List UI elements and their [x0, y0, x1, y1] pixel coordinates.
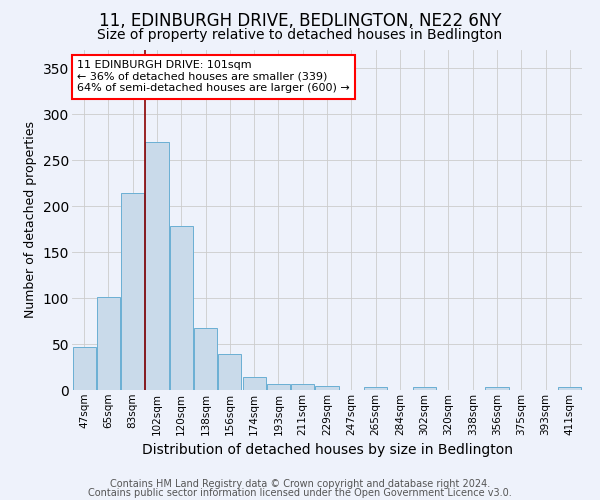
Bar	[413, 387, 436, 390]
Bar	[145, 142, 169, 390]
Bar	[364, 387, 387, 390]
Bar	[242, 377, 266, 390]
Bar	[194, 328, 217, 390]
Bar	[73, 347, 95, 390]
Bar	[559, 387, 581, 390]
Bar	[218, 354, 241, 390]
Y-axis label: Number of detached properties: Number of detached properties	[24, 122, 37, 318]
X-axis label: Distribution of detached houses by size in Bedlington: Distribution of detached houses by size …	[142, 443, 512, 457]
Text: Contains public sector information licensed under the Open Government Licence v3: Contains public sector information licen…	[88, 488, 512, 498]
Bar	[291, 384, 314, 390]
Bar	[170, 226, 193, 390]
Bar	[121, 194, 144, 390]
Bar	[267, 384, 290, 390]
Text: Contains HM Land Registry data © Crown copyright and database right 2024.: Contains HM Land Registry data © Crown c…	[110, 479, 490, 489]
Bar	[97, 297, 120, 390]
Text: 11 EDINBURGH DRIVE: 101sqm
← 36% of detached houses are smaller (339)
64% of sem: 11 EDINBURGH DRIVE: 101sqm ← 36% of deta…	[77, 60, 350, 94]
Bar	[316, 386, 338, 390]
Bar	[485, 387, 509, 390]
Text: Size of property relative to detached houses in Bedlington: Size of property relative to detached ho…	[97, 28, 503, 42]
Text: 11, EDINBURGH DRIVE, BEDLINGTON, NE22 6NY: 11, EDINBURGH DRIVE, BEDLINGTON, NE22 6N…	[99, 12, 501, 30]
